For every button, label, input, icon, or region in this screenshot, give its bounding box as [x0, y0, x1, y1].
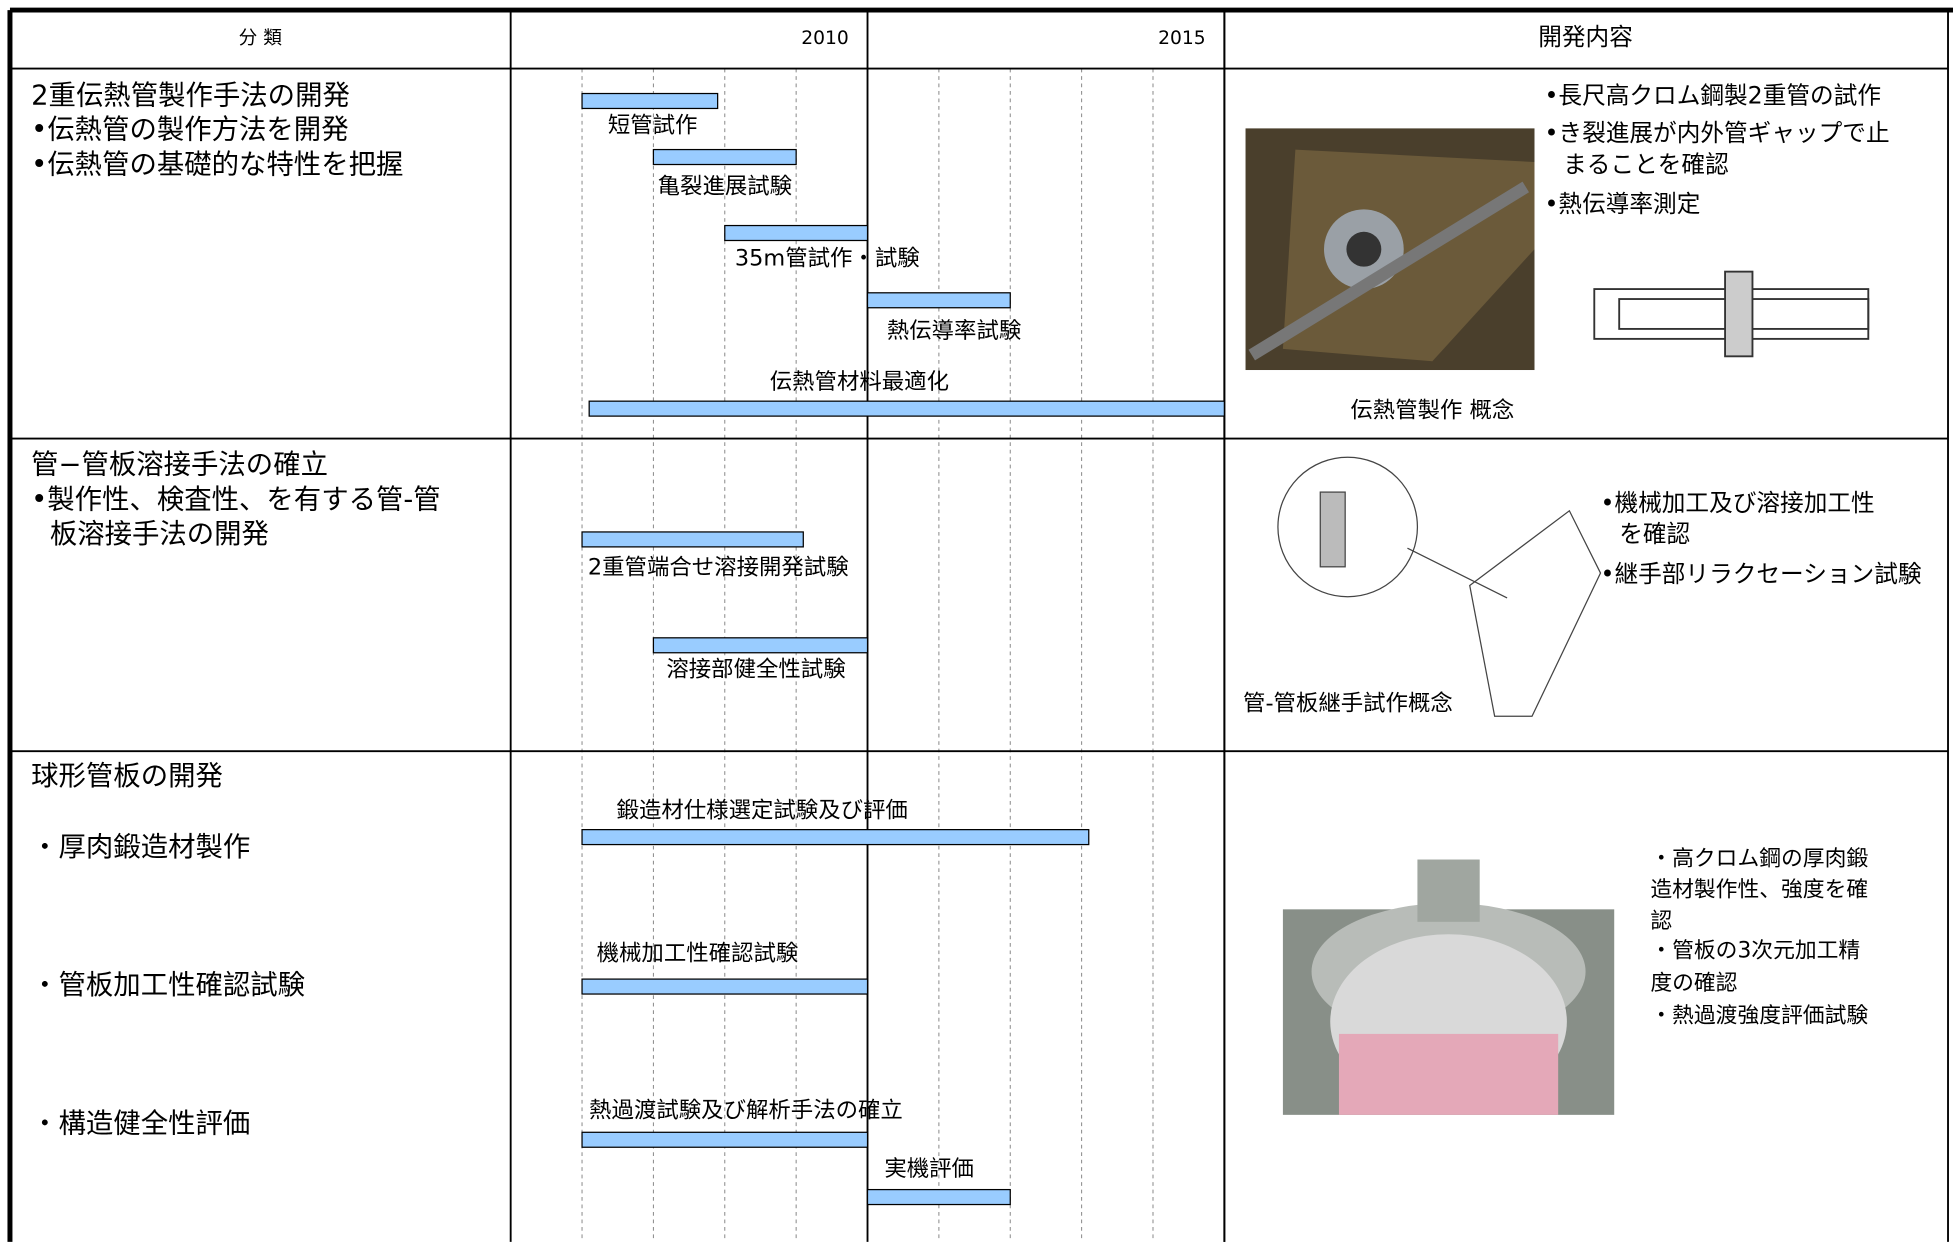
detail-text: 認 — [1650, 909, 1672, 934]
task-label: 伝熱管材料最適化 — [770, 369, 949, 395]
task-label: 実機評価 — [884, 1156, 974, 1182]
detail-text: ・管板の3次元加工精 — [1650, 939, 1860, 964]
tube-drawing — [1593, 270, 1870, 358]
task-label: 機械加工性確認試験 — [597, 941, 799, 967]
detail-text: •熱伝導率測定 — [1544, 190, 1700, 218]
detail-text: •機械加工及び溶接加工性 — [1601, 489, 1875, 517]
header: 分 類 — [239, 28, 283, 49]
detail-text: •継手部リラクセーション試験 — [1601, 560, 1922, 588]
category-text: •製作性、検査性、を有する管-管 — [31, 484, 441, 515]
task-label: 鍛造材仕様選定試験及び評価 — [617, 797, 908, 823]
tubesheet-image — [1282, 859, 1615, 1115]
task-label: 短管試作 — [608, 112, 698, 138]
task-bar — [866, 1188, 1011, 1206]
task-bar — [724, 224, 869, 242]
task-bar — [588, 400, 1225, 417]
task-bar — [581, 978, 869, 995]
year-label: 2015 — [1158, 28, 1206, 49]
category-text: ・構造健全性評価 — [31, 1108, 250, 1139]
task-label: 溶接部健全性試験 — [666, 657, 845, 683]
category-text: •伝熱管の基礎的な特性を把握 — [31, 149, 403, 180]
task-bar — [581, 92, 719, 110]
detail-text: ・熱過渡強度評価試験 — [1650, 1003, 1868, 1028]
task-label: 熱伝導率試験 — [887, 318, 1021, 344]
category-text: •伝熱管の製作方法を開発 — [31, 114, 348, 145]
task-bar — [652, 637, 869, 654]
task-label: 亀裂進展試験 — [658, 173, 792, 199]
detail-text: •き裂進展が内外管ギャップで止 — [1544, 119, 1889, 147]
image-caption: 管-管板継手試作概念 — [1243, 690, 1453, 716]
category-text: ・厚肉鍛造材製作 — [31, 832, 250, 863]
task-bar — [866, 292, 1011, 309]
detail-text: を確認 — [1619, 520, 1690, 548]
task-bar — [581, 1131, 869, 1148]
header: 開発内容 — [1538, 23, 1633, 51]
category-text: 管−管板溶接手法の確立 — [31, 449, 328, 480]
task-bar — [581, 531, 804, 548]
task-label: 35m管試作・試験 — [735, 246, 920, 272]
category-text: 板溶接手法の開発 — [50, 519, 269, 550]
detail-text: ・高クロム鋼の厚肉鍛 — [1650, 847, 1868, 872]
category-text: ・管板加工性確認試験 — [31, 970, 305, 1001]
image-caption: 伝熱管製作 概念 — [1350, 398, 1514, 424]
task-label: 2重管端合せ溶接開発試験 — [588, 555, 849, 581]
detail-text: まることを確認 — [1563, 150, 1729, 178]
tube-photo — [1245, 128, 1535, 371]
task-bar — [581, 829, 1090, 846]
joint-drawing — [1277, 456, 1602, 717]
category-text: 球形管板の開発 — [31, 761, 223, 792]
category-text: 2重伝熱管製作手法の開発 — [31, 81, 350, 112]
task-label: 熱過渡試験及び解析手法の確立 — [589, 1098, 903, 1124]
year-label: 2010 — [801, 28, 849, 49]
detail-text: 度の確認 — [1650, 971, 1737, 996]
detail-text: •長尺高クロム鋼製2重管の試作 — [1544, 82, 1881, 110]
detail-text: 造材製作性、強度を確 — [1650, 878, 1868, 903]
task-bar — [652, 148, 797, 166]
